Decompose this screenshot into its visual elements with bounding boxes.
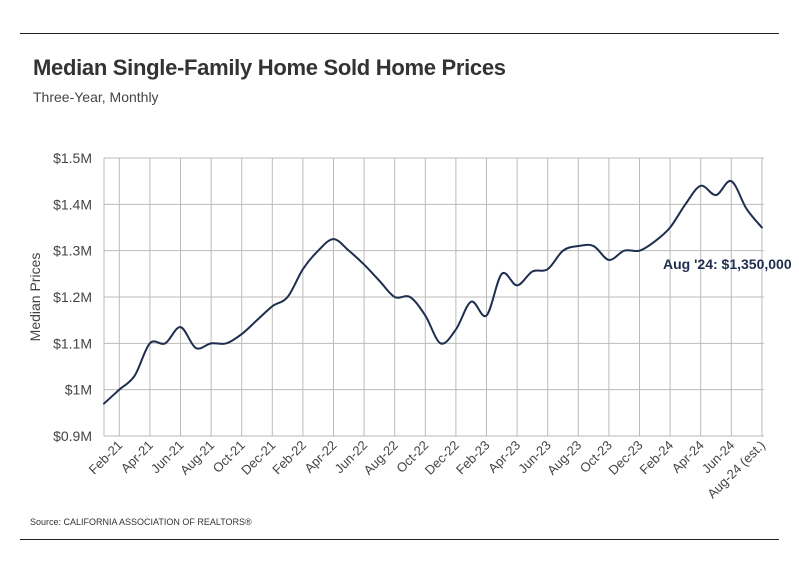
data-point [639,250,641,252]
latest-value-annotation: Aug '24: $1,350,000 [663,256,792,272]
y-tick-label: $1M [65,382,92,398]
data-point [516,284,518,286]
y-tick-label: $1.3M [53,243,92,259]
data-point [118,389,120,391]
x-tick-label: Dec-22 [422,438,462,478]
data-point [348,250,350,252]
data-point [180,326,182,328]
y-gridlines [104,157,764,437]
data-point [302,268,304,270]
data-point [684,203,686,205]
data-point [103,403,105,405]
x-tick-label: Feb-24 [636,438,676,478]
data-point [730,180,732,182]
y-tick-labels: $0.9M $1M $1.1M $1.2M $1.3M $1.4M $1.5M [53,150,92,444]
data-point [746,208,748,210]
data-point [256,319,258,321]
data-point [715,194,717,196]
data-point [195,347,197,349]
data-point [608,259,610,261]
x-tick-label: Apr-21 [118,438,156,476]
x-tick-label: Aug-21 [177,438,217,478]
y-axis-label: Median Prices [27,253,43,342]
top-rule [20,33,779,34]
data-point [287,296,289,298]
data-point [501,273,503,275]
data-point [440,342,442,344]
x-tick-label: Aug-22 [361,438,401,478]
x-tick-label: Feb-22 [269,438,309,478]
price-series-line [103,180,763,405]
y-tick-label: $1.5M [53,150,92,166]
data-point [470,301,472,303]
x-tick-label: Apr-23 [485,438,523,476]
data-point [149,342,151,344]
data-point [761,227,763,229]
y-tick-label: $0.9M [53,428,92,444]
x-tick-labels: Feb-21Apr-21Jun-21Aug-21Oct-21Dec-21Feb-… [86,438,768,502]
data-point [623,250,625,252]
data-point [164,342,166,344]
y-tick-label: $1.4M [53,196,92,212]
data-point [593,245,595,247]
data-point [424,315,426,317]
x-tick-label: Dec-23 [605,438,645,478]
y-tick-label: $1.1M [53,335,92,351]
data-point [333,238,335,240]
chart-subtitle: Three-Year, Monthly [33,89,159,105]
x-tick-label: Aug-23 [544,438,584,478]
data-point [486,315,488,317]
data-point [577,245,579,247]
chart-title: Median Single-Family Home Sold Home Pric… [33,55,506,80]
x-tick-label: Apr-24 [669,438,707,476]
x-tick-label: Apr-22 [301,438,339,476]
data-point [210,342,212,344]
source-note: Source: CALIFORNIA ASSOCIATION OF REALTO… [30,517,252,527]
data-point [271,305,273,307]
data-point [669,227,671,229]
series-points [103,180,763,404]
data-point [378,280,380,282]
data-point [455,328,457,330]
data-point [394,296,396,298]
data-point [317,250,319,252]
data-point [531,271,533,273]
data-point [241,333,243,335]
data-point [700,185,702,187]
data-point [562,250,564,252]
data-point [225,342,227,344]
y-tick-label: $1.2M [53,289,92,305]
x-tick-label: Dec-21 [238,438,278,478]
x-tick-label: Feb-23 [453,438,493,478]
bottom-rule [20,539,779,540]
data-point [134,375,136,377]
data-point [547,268,549,270]
data-point [409,296,411,298]
data-point [654,240,656,242]
data-point [363,264,365,266]
